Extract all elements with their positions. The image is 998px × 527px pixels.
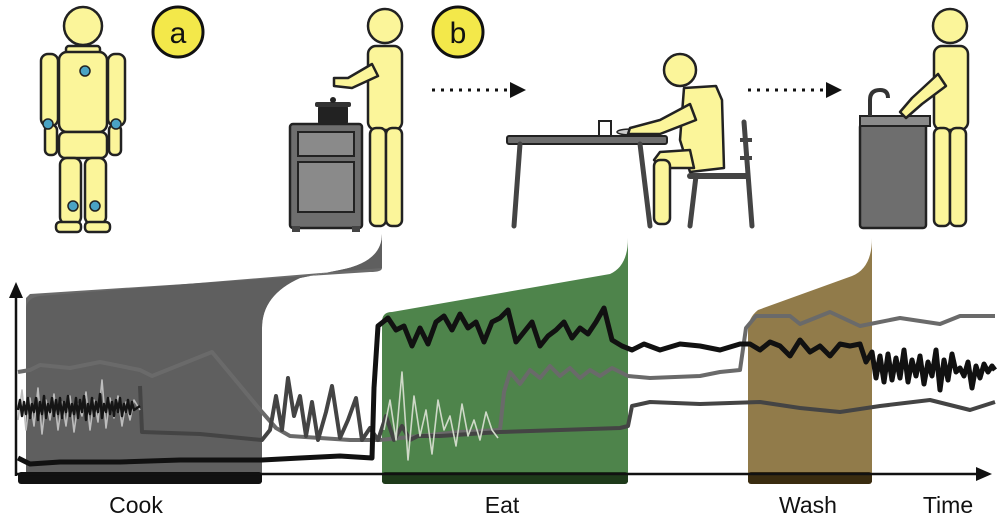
sensor-right-wrist — [111, 119, 121, 129]
sensor-left-wrist — [43, 119, 53, 129]
badge-a: a — [153, 7, 203, 57]
y-axis-arrow — [9, 282, 23, 298]
faucet-icon — [870, 90, 888, 116]
dotted-arrow-icon — [748, 82, 842, 98]
pot-icon — [315, 97, 351, 125]
cook-band-top — [26, 234, 382, 482]
label-wash: Wash — [779, 492, 837, 518]
sensor-right-ankle — [90, 201, 100, 211]
sensor-chest — [80, 66, 90, 76]
dotted-arrow-icon — [432, 82, 526, 98]
label-cook: Cook — [109, 492, 163, 518]
x-axis-arrow — [976, 467, 992, 481]
sink-icon — [860, 116, 930, 228]
badge-a-label: a — [170, 17, 187, 50]
table-icon — [507, 121, 667, 226]
label-eat: Eat — [485, 492, 520, 518]
label-time: Time — [923, 492, 973, 518]
stove-icon — [290, 124, 362, 232]
badge-b-label: b — [450, 17, 467, 50]
sensor-left-ankle — [68, 201, 78, 211]
eat-band — [382, 238, 628, 482]
badge-b: b — [433, 7, 483, 57]
wash-band — [748, 238, 872, 482]
figure-with-sensors-icon — [41, 7, 125, 232]
